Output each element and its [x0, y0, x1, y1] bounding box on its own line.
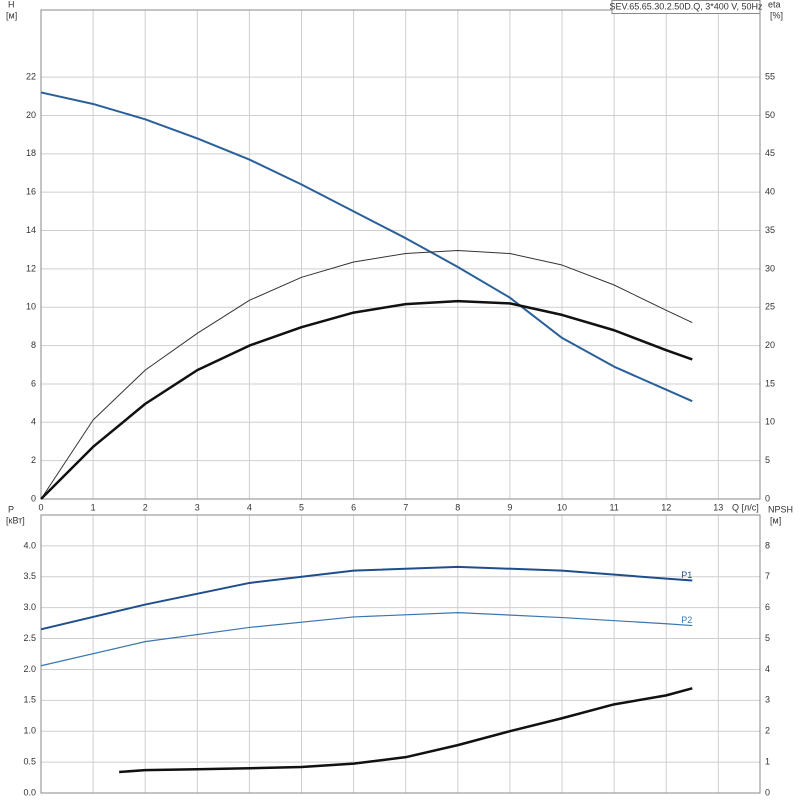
x-tick-label: 6: [351, 502, 356, 512]
y-tick-label: 2.0: [23, 664, 36, 674]
x-tick-label: 3: [195, 502, 200, 512]
y-tick-label: 2: [31, 455, 36, 465]
curve: [40, 565, 693, 631]
y2-tick-label: 6: [765, 602, 770, 612]
y2-tick-label: 0: [765, 787, 770, 797]
y-tick-label: 22: [26, 71, 36, 81]
y-tick-label: 4: [31, 417, 36, 427]
y2-tick-label: 30: [765, 263, 775, 273]
y2-axis-label: eta: [768, 0, 781, 9]
y2-tick-label: 5: [765, 633, 770, 643]
x-tick-label: 1: [91, 502, 96, 512]
curve: [40, 612, 693, 667]
x-tick-label: 5: [299, 502, 304, 512]
y-tick-label: 4.0: [23, 540, 36, 550]
x-tick-label: 7: [403, 502, 408, 512]
y-tick-label: 16: [26, 187, 36, 197]
y2-tick-label: 35: [765, 225, 775, 235]
y-tick-label: 0.0: [23, 787, 36, 797]
x-tick-label: 0: [38, 502, 43, 512]
y2-tick-label: 7: [765, 571, 770, 581]
y2-tick-label: 25: [765, 302, 775, 312]
y-tick-label: 3.0: [23, 602, 36, 612]
y2-tick-label: 50: [765, 110, 775, 120]
x-axis-label: Q [л/с]: [732, 502, 759, 512]
y-tick-label: 0: [31, 493, 36, 503]
y-tick-label: 12: [26, 263, 36, 273]
y-tick-label: 10: [26, 302, 36, 312]
plot-frame: [40, 514, 761, 794]
x-tick-label: 10: [557, 502, 567, 512]
y-axis-unit: [м]: [6, 10, 17, 20]
y2-tick-label: 55: [765, 71, 775, 81]
y-tick-label: 6: [31, 378, 36, 388]
y-tick-label: 18: [26, 148, 36, 158]
y2-tick-label: 15: [765, 378, 775, 388]
y-tick-label: 2.5: [23, 633, 36, 643]
y-tick-label: 1.0: [23, 726, 36, 736]
y2-axis-unit: [м]: [770, 515, 781, 525]
x-tick-label: 11: [609, 502, 618, 512]
y-axis-label: H: [8, 0, 15, 9]
curve: [40, 249, 693, 500]
y2-tick-label: 2: [765, 726, 770, 736]
y2-tick-label: 45: [765, 148, 775, 158]
y2-tick-label: 10: [765, 417, 775, 427]
y-tick-label: 20: [26, 110, 36, 120]
y-tick-label: 3.5: [23, 571, 36, 581]
y2-axis-unit: [%]: [770, 10, 783, 20]
y2-tick-label: 5: [765, 455, 770, 465]
y-axis-unit: [кВт]: [6, 515, 25, 525]
plot-frame: [40, 9, 761, 500]
y-tick-label: 8: [31, 340, 36, 350]
y-tick-label: 0.5: [23, 756, 36, 766]
title-box: [611, 0, 761, 14]
y2-tick-label: 40: [765, 187, 775, 197]
curve-label: P2: [681, 615, 692, 625]
y-axis-label: P: [8, 504, 14, 514]
x-tick-label: 4: [247, 502, 252, 512]
x-tick-label: 8: [455, 502, 460, 512]
y2-tick-label: 3: [765, 695, 770, 705]
x-tick-label: 2: [143, 502, 148, 512]
curve-label: P1: [681, 570, 692, 580]
x-tick-label: 13: [713, 502, 723, 512]
y2-tick-label: 0: [765, 493, 770, 503]
y2-tick-label: 20: [765, 340, 775, 350]
curve: [119, 687, 693, 774]
x-tick-label: 9: [507, 502, 512, 512]
y2-axis-label: NPSH: [768, 504, 793, 514]
y2-tick-label: 8: [765, 540, 770, 550]
curve: [40, 299, 693, 500]
chart-title: SEV.65.65.30.2.50D.Q, 3*400 V, 50Hz: [610, 1, 763, 11]
y2-tick-label: 1: [765, 756, 770, 766]
y2-tick-label: 4: [765, 664, 770, 674]
x-tick-label: 12: [661, 502, 671, 512]
curve: [40, 91, 693, 403]
y-tick-label: 14: [26, 225, 36, 235]
y-tick-label: 1.5: [23, 695, 36, 705]
